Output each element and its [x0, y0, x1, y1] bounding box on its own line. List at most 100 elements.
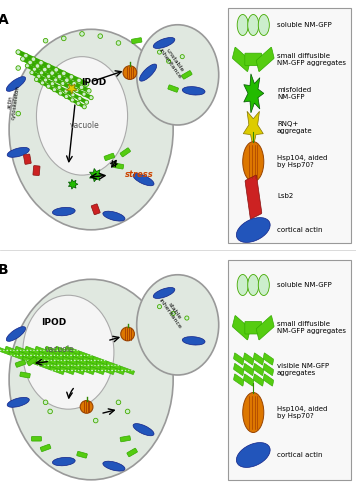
Circle shape: [63, 350, 65, 351]
Text: Hsp104, aided
by Hsp70?: Hsp104, aided by Hsp70?: [277, 406, 328, 419]
FancyBboxPatch shape: [244, 364, 254, 376]
FancyBboxPatch shape: [22, 356, 37, 364]
Circle shape: [98, 34, 103, 38]
Circle shape: [70, 354, 72, 356]
Text: cortical actin: cortical actin: [277, 227, 323, 233]
Circle shape: [101, 360, 102, 361]
Circle shape: [54, 78, 58, 82]
Circle shape: [71, 370, 73, 371]
Circle shape: [67, 350, 68, 351]
Circle shape: [62, 36, 66, 40]
Circle shape: [21, 56, 25, 61]
Circle shape: [36, 350, 38, 351]
Circle shape: [84, 364, 86, 366]
Circle shape: [94, 360, 95, 361]
Circle shape: [42, 68, 47, 72]
Circle shape: [14, 354, 15, 356]
Circle shape: [91, 370, 93, 371]
Circle shape: [54, 364, 56, 366]
Circle shape: [87, 354, 88, 356]
FancyBboxPatch shape: [20, 372, 30, 378]
Circle shape: [50, 350, 52, 351]
Circle shape: [16, 50, 21, 54]
Circle shape: [28, 60, 32, 64]
Polygon shape: [243, 112, 263, 148]
Polygon shape: [244, 74, 264, 113]
Circle shape: [26, 350, 28, 351]
Circle shape: [33, 350, 35, 351]
FancyBboxPatch shape: [234, 364, 244, 376]
FancyBboxPatch shape: [15, 346, 30, 354]
Circle shape: [101, 370, 103, 371]
Circle shape: [37, 354, 38, 356]
Text: small diffusible
NM-GFP aggregates: small diffusible NM-GFP aggregates: [277, 52, 346, 66]
Circle shape: [39, 60, 43, 65]
Circle shape: [243, 142, 264, 182]
Ellipse shape: [23, 296, 114, 409]
Circle shape: [16, 66, 21, 70]
FancyBboxPatch shape: [96, 362, 111, 370]
Circle shape: [61, 370, 62, 371]
Circle shape: [180, 54, 184, 58]
Circle shape: [88, 364, 89, 366]
Circle shape: [77, 350, 78, 351]
Circle shape: [64, 354, 65, 356]
Circle shape: [40, 81, 44, 85]
Circle shape: [89, 96, 93, 100]
Circle shape: [64, 78, 69, 82]
Circle shape: [53, 350, 55, 351]
Text: actin
cytoskeleton: actin cytoskeleton: [5, 84, 20, 120]
Circle shape: [81, 370, 83, 371]
Circle shape: [61, 82, 65, 86]
Circle shape: [74, 354, 75, 356]
Circle shape: [61, 354, 62, 356]
Circle shape: [128, 370, 130, 371]
Circle shape: [24, 354, 25, 356]
Circle shape: [54, 354, 55, 356]
Circle shape: [104, 360, 105, 361]
Circle shape: [108, 370, 109, 371]
Circle shape: [78, 360, 79, 361]
Circle shape: [81, 354, 82, 356]
Circle shape: [81, 360, 82, 361]
Polygon shape: [90, 168, 103, 182]
Circle shape: [84, 82, 89, 86]
Circle shape: [237, 274, 248, 295]
FancyBboxPatch shape: [33, 166, 40, 175]
Circle shape: [34, 360, 35, 361]
Circle shape: [72, 82, 77, 86]
Ellipse shape: [7, 398, 29, 407]
Circle shape: [47, 364, 49, 366]
Circle shape: [43, 78, 48, 82]
FancyBboxPatch shape: [234, 353, 244, 365]
Circle shape: [61, 364, 62, 366]
FancyBboxPatch shape: [55, 346, 70, 354]
Ellipse shape: [103, 211, 125, 221]
FancyBboxPatch shape: [232, 316, 250, 340]
Circle shape: [111, 370, 112, 371]
Circle shape: [52, 88, 57, 92]
Circle shape: [37, 360, 39, 361]
Text: IPOD: IPOD: [41, 318, 66, 327]
FancyBboxPatch shape: [28, 352, 43, 360]
Text: visible NM-GFP
aggregates: visible NM-GFP aggregates: [277, 364, 329, 376]
Circle shape: [17, 354, 18, 356]
FancyBboxPatch shape: [263, 353, 274, 365]
Ellipse shape: [153, 38, 175, 48]
FancyBboxPatch shape: [182, 70, 192, 79]
Circle shape: [54, 68, 58, 72]
Circle shape: [57, 360, 59, 361]
Circle shape: [20, 354, 21, 356]
Circle shape: [80, 400, 93, 413]
FancyBboxPatch shape: [36, 362, 51, 370]
Circle shape: [31, 360, 32, 361]
FancyBboxPatch shape: [69, 352, 83, 360]
Circle shape: [111, 364, 112, 366]
Circle shape: [50, 354, 52, 356]
Circle shape: [118, 370, 119, 371]
Circle shape: [43, 38, 48, 43]
Circle shape: [67, 354, 68, 356]
Circle shape: [48, 409, 52, 414]
FancyBboxPatch shape: [56, 362, 71, 370]
Circle shape: [0, 350, 1, 351]
